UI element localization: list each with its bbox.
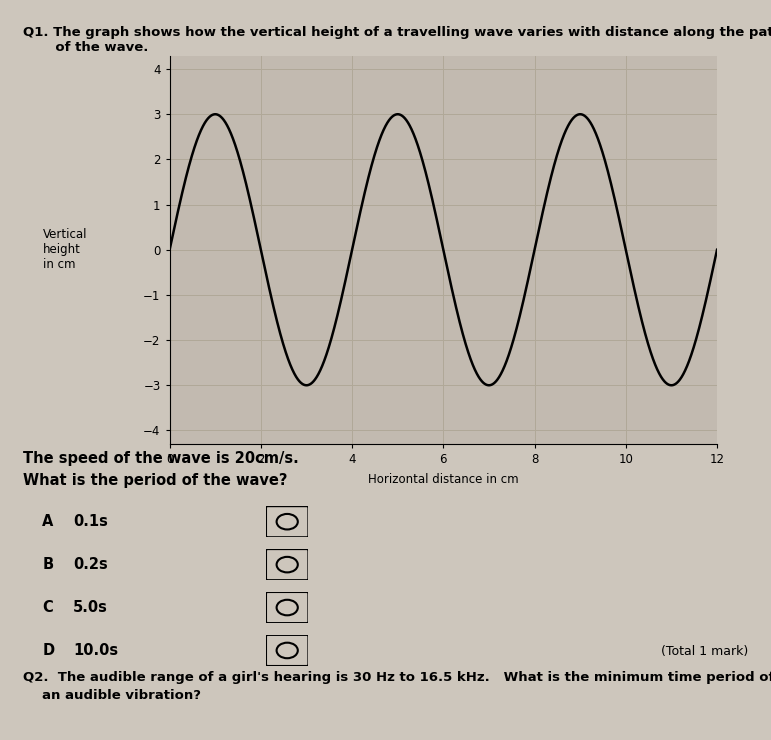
- Text: What is the period of the wave?: What is the period of the wave?: [23, 473, 288, 488]
- Text: B: B: [42, 557, 53, 572]
- X-axis label: Horizontal distance in cm: Horizontal distance in cm: [368, 473, 519, 486]
- Text: Q2.  The audible range of a girl's hearing is 30 Hz to 16.5 kHz.   What is the m: Q2. The audible range of a girl's hearin…: [23, 670, 771, 684]
- Text: D: D: [42, 643, 55, 658]
- Text: 0.1s: 0.1s: [73, 514, 108, 529]
- Text: A: A: [42, 514, 54, 529]
- Text: C: C: [42, 600, 53, 615]
- Text: (Total 1 mark): (Total 1 mark): [661, 645, 748, 658]
- Text: 0.2s: 0.2s: [73, 557, 108, 572]
- Text: 10.0s: 10.0s: [73, 643, 119, 658]
- FancyBboxPatch shape: [266, 635, 308, 666]
- Text: 5.0s: 5.0s: [73, 600, 108, 615]
- FancyBboxPatch shape: [266, 592, 308, 623]
- Text: of the wave.: of the wave.: [23, 41, 149, 54]
- FancyBboxPatch shape: [266, 549, 308, 580]
- Text: an audible vibration?: an audible vibration?: [42, 689, 201, 702]
- Text: Vertical
height
in cm: Vertical height in cm: [43, 228, 88, 272]
- Text: Q1. The graph shows how the vertical height of a travelling wave varies with dis: Q1. The graph shows how the vertical hei…: [23, 26, 771, 39]
- Text: The speed of the wave is 20cm/s.: The speed of the wave is 20cm/s.: [23, 451, 299, 465]
- FancyBboxPatch shape: [266, 506, 308, 537]
